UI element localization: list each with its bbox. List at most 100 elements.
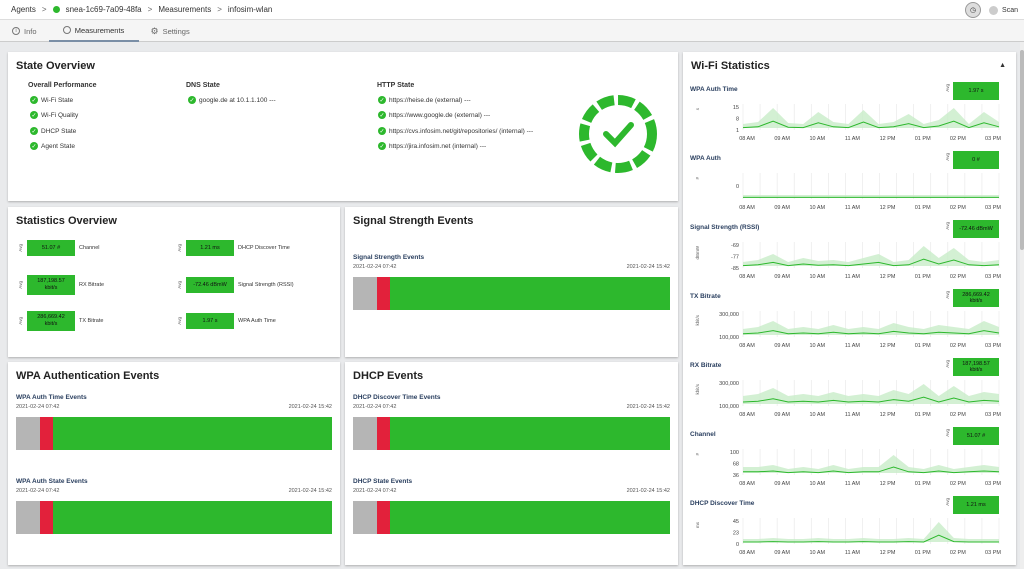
stat-value: -72.46 dBmW [186, 277, 234, 293]
event-title: DHCP State Events [353, 478, 413, 485]
x-tick-label: 11 AM [845, 136, 861, 142]
event-start: 2021-02-24 07:42 [353, 488, 397, 494]
chart-title: RX Bitrate [690, 362, 722, 369]
item-label: Wi-Fi State [41, 96, 74, 104]
x-tick-label: 02 PM [950, 274, 966, 280]
x-tick-label: 10 AM [809, 343, 825, 349]
stat-value: 286,669.42 kbit/s [27, 311, 75, 331]
x-tick-label: 11 AM [845, 274, 861, 280]
y-tick-label: 8 [736, 117, 739, 123]
x-tick-label: 08 AM [739, 343, 755, 349]
dns-heading: DNS State [186, 82, 220, 89]
scan-button[interactable]: Scan [1002, 6, 1018, 14]
item-label: google.de at 10.1.1.100 --- [199, 96, 276, 104]
x-tick-label: 02 PM [950, 412, 966, 418]
value-text: 187,198.57 [37, 278, 65, 285]
list-item: ✓ google.de at 10.1.1.100 --- [188, 96, 276, 104]
check-icon: ✓ [378, 127, 386, 135]
y-axis-label: # [695, 453, 700, 456]
panel-title: Signal Strength Events [353, 215, 474, 227]
breadcrumb-measurements[interactable]: Measurements [158, 5, 212, 14]
chart-svg[interactable]: 0 08 AM 09 AM 10 AM 11 AM 12 PM 01 PM 02 PM 03 P… [701, 171, 1001, 213]
x-tick-label: 09 AM [774, 550, 790, 556]
dhcp-events-panel: DHCP Events DHCP Discover Time Events 20… [345, 362, 678, 565]
chart-title: Channel [690, 431, 716, 438]
tab-measurements[interactable]: Measurements [48, 20, 139, 42]
x-tick-label: 12 PM [880, 481, 896, 487]
tab-info[interactable]: i Info [0, 20, 49, 42]
x-tick-label: 11 AM [845, 412, 861, 418]
x-tick-label: 09 AM [774, 343, 790, 349]
chart-value-badge: -72.46 dBmW [953, 220, 999, 238]
chart-value-badge: 1.21 ms [953, 496, 999, 514]
value-text: -72.46 dBmW [959, 225, 993, 232]
list-item: ✓ https://www.google.de (external) --- [378, 111, 490, 119]
avg-label: Avg [177, 317, 182, 325]
event-bar[interactable] [353, 417, 670, 450]
x-tick-label: 09 AM [774, 136, 790, 142]
x-tick-label: 01 PM [915, 136, 931, 142]
stat-value: 1.21 ms [186, 240, 234, 256]
x-tick-label: 08 AM [739, 550, 755, 556]
x-tick-label: 09 AM [774, 274, 790, 280]
collapse-caret-icon[interactable]: ▲ [999, 62, 1006, 69]
stat-channel: Avg 51.07 # Channel [18, 240, 100, 256]
x-tick-label: 01 PM [915, 205, 931, 211]
event-bar[interactable] [16, 501, 332, 534]
x-tick-label: 12 PM [880, 343, 896, 349]
y-axis-label: kbit/s [695, 384, 700, 395]
x-tick-label: 12 PM [880, 412, 896, 418]
breadcrumb-agents[interactable]: Agents [11, 5, 36, 14]
series-line [743, 466, 1000, 474]
chart-svg[interactable]: 45 23 008 AM 09 AM 10 AM 11 AM 12 PM 01 PM 02 PM… [701, 516, 1001, 558]
chart-title: Signal Strength (RSSI) [690, 224, 760, 231]
avg-label: Avg [18, 244, 23, 252]
clock-icon[interactable]: ◷ [965, 2, 982, 18]
avg-label: Avg [945, 498, 950, 506]
chart-svg[interactable]: 15 8 108 AM 09 AM 10 AM 11 AM 12 PM 01 PM 02 PM 0… [701, 102, 1001, 144]
series-line [742, 330, 1000, 335]
y-tick-label: 100 [730, 450, 739, 456]
tab-settings-label: Settings [162, 26, 190, 36]
x-tick-label: 08 AM [739, 136, 755, 142]
list-item: ✓ https://cvs.infosim.net/git/repositorie… [378, 127, 533, 135]
breadcrumb-agent[interactable]: snea-1c69-7a09-48fa [65, 5, 142, 14]
top-bar: Agents > snea-1c69-7a09-48fa > Measureme… [0, 0, 1024, 20]
scrollbar-thumb[interactable] [1020, 50, 1024, 250]
y-tick-label: 0 [736, 184, 739, 190]
avg-label: Avg [945, 291, 950, 299]
tab-settings[interactable]: ⚙ Settings [139, 20, 202, 42]
item-label: DHCP State [41, 127, 77, 135]
chevron-right-icon: > [41, 5, 47, 14]
avg-label: Avg [945, 360, 950, 368]
event-bar[interactable] [353, 277, 670, 310]
event-bar[interactable] [16, 417, 332, 450]
x-tick-label: 10 AM [809, 205, 825, 211]
x-tick-label: 12 PM [880, 205, 896, 211]
state-overview-panel: State Overview Overall Performance ✓ Wi-F… [8, 52, 678, 201]
unit-text: kbit/s [969, 298, 983, 304]
series-line [742, 258, 1000, 267]
x-tick-label: 09 AM [774, 205, 790, 211]
scan-icon[interactable] [989, 5, 999, 15]
scrollbar[interactable] [1020, 42, 1024, 569]
item-label: https://jira.infosim.net (internal) --- [389, 142, 487, 150]
stat-rssi: Avg -72.46 dBmW Signal Strength (RSSI) [177, 277, 294, 293]
check-icon: ✓ [378, 96, 386, 104]
chart-title: WPA Auth Time [690, 86, 738, 93]
breadcrumb-current: infosim-wlan [227, 5, 273, 14]
stat-tx: Avg 286,669.42 kbit/s TX Bitrate [18, 311, 103, 331]
x-tick-label: 09 AM [774, 412, 790, 418]
y-tick-label: 300,000 [719, 381, 739, 387]
http-heading: HTTP State [377, 82, 415, 89]
series-area [743, 384, 999, 404]
avg-label: Avg [945, 153, 950, 161]
event-end: 2021-02-24 15:42 [626, 488, 670, 494]
event-end: 2021-02-24 15:42 [288, 404, 332, 410]
event-bar[interactable] [353, 501, 670, 534]
stat-wpa: Avg 1.97 s WPA Auth Time [177, 313, 276, 329]
